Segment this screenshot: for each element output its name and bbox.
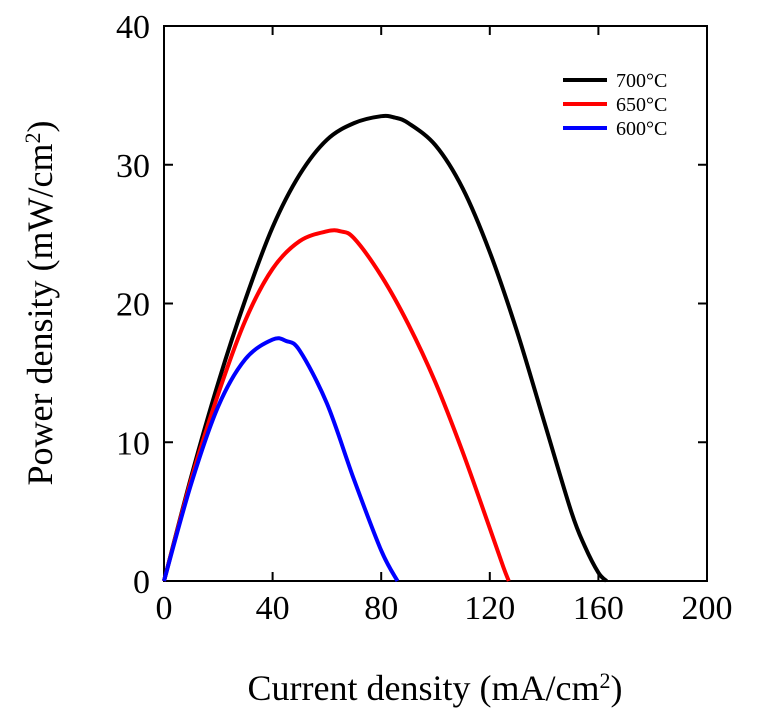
y-tick-label: 20 xyxy=(116,287,150,324)
x-tick-label: 160 xyxy=(573,590,624,627)
legend-label: 700°C xyxy=(616,70,667,92)
legend-label: 650°C xyxy=(616,94,667,116)
x-tick-label: 80 xyxy=(364,590,398,627)
series-line-0 xyxy=(162,113,608,583)
y-axis-title-main: Power density (mW/cm xyxy=(20,144,60,486)
x-axis-title-end: ) xyxy=(610,668,622,708)
axis-ticks: 0 40 80 120 160 200 0 10 20 30 40 xyxy=(116,9,733,627)
y-tick-label: 30 xyxy=(116,148,150,185)
y-axis-title-end: ) xyxy=(20,121,60,133)
x-tick-label: 0 xyxy=(156,590,173,627)
series-line-1 xyxy=(162,228,511,582)
series-line-2 xyxy=(162,336,400,582)
y-axis-title-superscript: 2 xyxy=(20,133,45,144)
x-axis-title: Current density (mA/cm2) xyxy=(248,668,623,708)
y-tick-label: 10 xyxy=(116,425,150,462)
y-tick-label: 0 xyxy=(133,564,150,601)
legend-label: 600°C xyxy=(616,118,667,140)
data-curves xyxy=(162,113,608,583)
y-axis-title: Power density (mW/cm2) xyxy=(20,121,61,486)
x-axis-title-main: Current density (mA/cm xyxy=(248,668,600,708)
x-axis-title-superscript: 2 xyxy=(599,668,610,693)
x-tick-label: 40 xyxy=(256,590,290,627)
x-tick-label: 120 xyxy=(464,590,515,627)
x-tick-label: 200 xyxy=(682,590,733,627)
y-tick-label: 40 xyxy=(116,9,150,46)
